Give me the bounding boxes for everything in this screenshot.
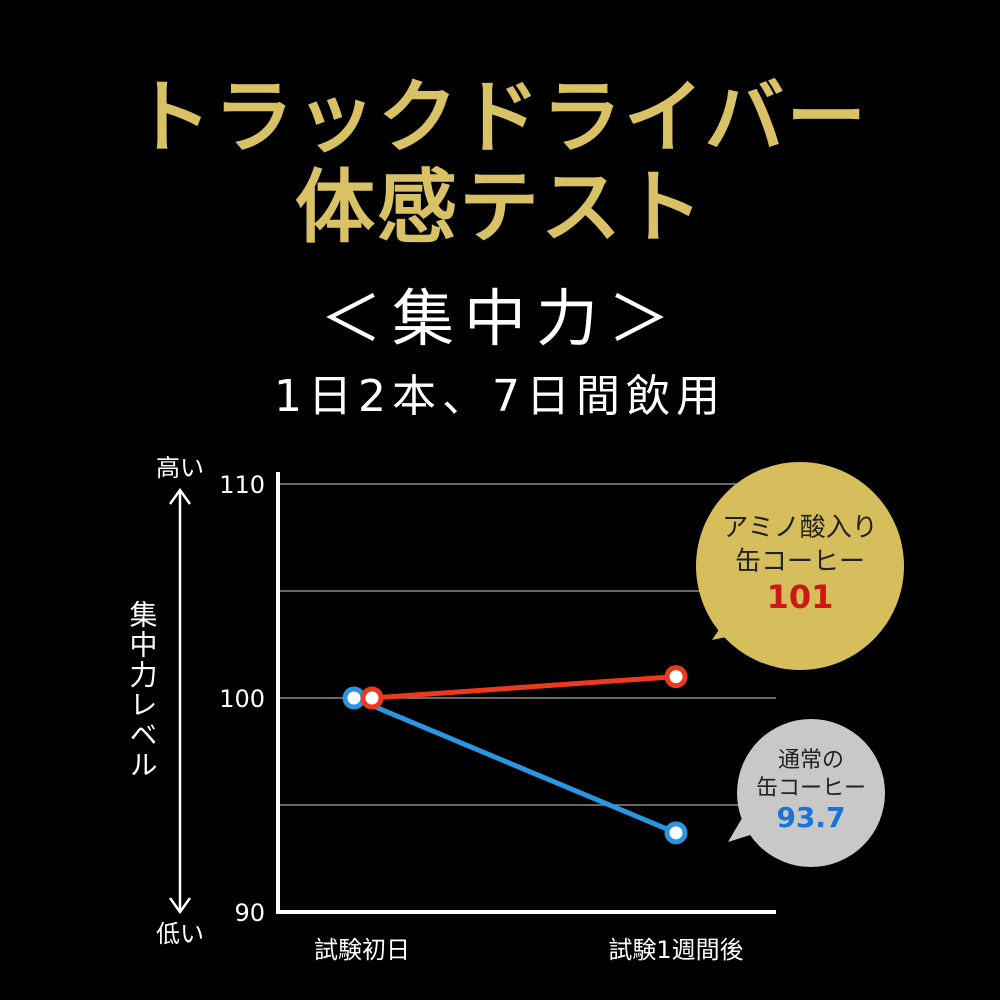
title-line-1: トラックドライバー	[131, 71, 869, 164]
callout-value: 93.7	[776, 801, 845, 834]
callout-value: 101	[767, 578, 834, 616]
callout-label-line2: 缶コーヒー	[735, 547, 865, 577]
data-point-amino	[664, 665, 688, 689]
y-tick-label: 100	[219, 685, 265, 713]
x-tick-label: 試験1週間後	[608, 936, 743, 964]
series-line-amino	[369, 674, 679, 701]
y-tick-label: 90	[234, 899, 265, 927]
arrow-down-icon	[168, 897, 192, 915]
series-line-normal	[351, 695, 679, 836]
callout-bubble-normal	[737, 719, 885, 867]
y-axis-label: 集中力レベル	[126, 600, 159, 780]
data-point-normal	[664, 821, 688, 845]
data-point-amino	[360, 686, 384, 710]
callout-label-line2: 缶コーヒー	[756, 776, 866, 801]
y-low-label: 低い	[156, 920, 204, 948]
callout-bubble-amino	[696, 462, 904, 670]
y-tick-label: 110	[219, 471, 265, 499]
subtitle: ＜集中力＞	[319, 282, 680, 355]
dosage-note: 1日2本、7日間飲用	[274, 371, 726, 422]
callout-label-line1: 通常の	[778, 748, 844, 773]
callout-label-line1: アミノ酸入り	[722, 513, 877, 543]
y-high-label: 高い	[156, 454, 204, 482]
title-line-2: 体感テスト	[295, 161, 705, 254]
x-tick-label: 試験初日	[314, 936, 410, 964]
data-point-normal	[342, 686, 366, 710]
arrow-up-icon	[168, 487, 192, 505]
